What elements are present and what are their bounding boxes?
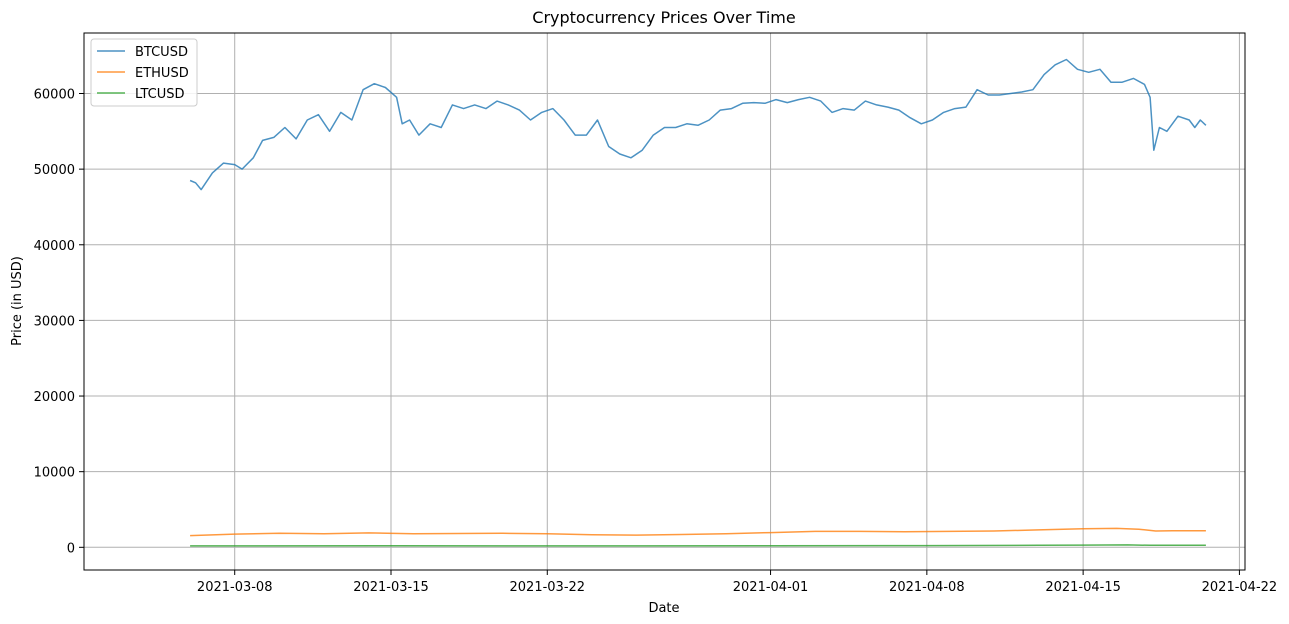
legend-box bbox=[90, 38, 198, 107]
legend: BTCUSD ETHUSD LTCUSD bbox=[90, 38, 198, 107]
x-axis: 2021-03-08 2021-03-15 2021-03-22 2021-04-01… bbox=[197, 570, 1277, 595]
y-tick-label: 40000 bbox=[34, 239, 75, 254]
series-line-ltcusd bbox=[190, 544, 1206, 547]
y-axis-label: Price (in USD) bbox=[10, 256, 25, 346]
y-tick-label: 30000 bbox=[34, 314, 75, 329]
plot-frame bbox=[83, 32, 1246, 571]
x-tick-label: 2021-03-08 bbox=[197, 580, 273, 595]
y-tick-label: 0 bbox=[67, 541, 75, 556]
y-tick-label: 20000 bbox=[34, 390, 75, 405]
y-tick-label: 60000 bbox=[34, 88, 75, 103]
y-tick-label: 50000 bbox=[34, 163, 75, 178]
legend-label-ltcusd: LTCUSD bbox=[135, 87, 185, 102]
x-tick-label: 2021-04-08 bbox=[889, 580, 965, 595]
legend-label-ethusd: ETHUSD bbox=[135, 66, 189, 81]
series-line-ethusd bbox=[190, 527, 1206, 537]
legend-label-btcusd: BTCUSD bbox=[135, 45, 188, 60]
y-axis: 0 10000 20000 30000 40000 50000 60000 bbox=[34, 88, 84, 556]
series-line-btcusd bbox=[189, 58, 1207, 191]
x-tick-label: 2021-03-22 bbox=[510, 580, 586, 595]
x-tick-label: 2021-03-15 bbox=[353, 580, 429, 595]
grid-lines bbox=[84, 33, 1245, 570]
x-axis-label: Date bbox=[648, 601, 679, 616]
x-tick-label: 2021-04-22 bbox=[1202, 580, 1278, 595]
chart-title: Cryptocurrency Prices Over Time bbox=[532, 8, 795, 27]
series-layer bbox=[189, 58, 1207, 547]
x-tick-label: 2021-04-15 bbox=[1045, 580, 1121, 595]
x-tick-label: 2021-04-01 bbox=[733, 580, 809, 595]
y-tick-label: 10000 bbox=[34, 466, 75, 481]
